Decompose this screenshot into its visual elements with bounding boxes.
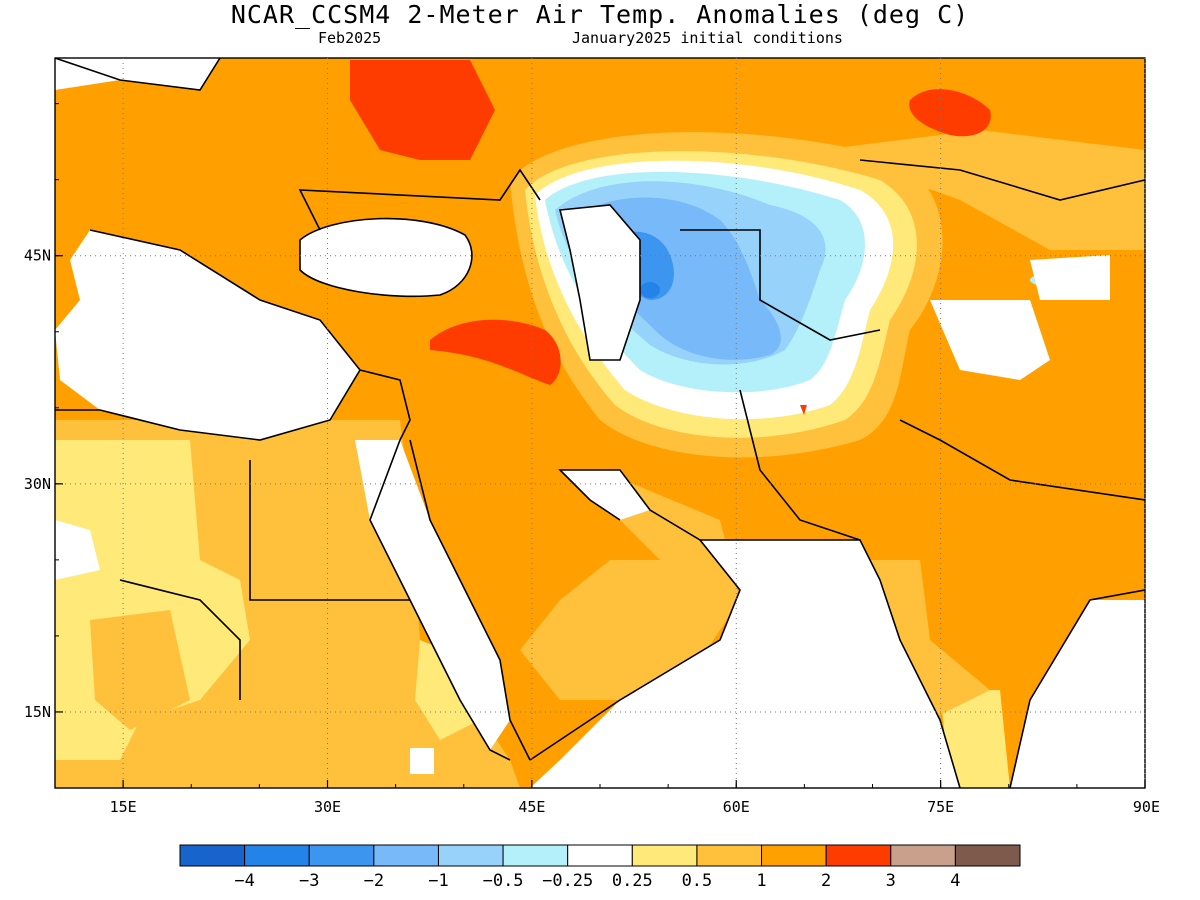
colorbar-label: 1 xyxy=(756,871,766,891)
lon-tick-label: 15E xyxy=(110,798,137,816)
coast-north-africa xyxy=(55,369,411,441)
lon-tick-label: 90E xyxy=(1133,798,1160,816)
border-egypt-sudan xyxy=(249,460,410,601)
colorbar-label: −0.25 xyxy=(542,871,593,891)
coast-red-sea-east xyxy=(409,439,531,761)
colorbar-label: 3 xyxy=(886,871,896,891)
colorbar-label: 2 xyxy=(821,871,831,891)
border-central-asia xyxy=(680,229,881,341)
colorbar-label: −4 xyxy=(234,871,254,891)
axis-ticks: 15E 30E 45E 60E 75E 90E 45N 30N 15N xyxy=(24,103,1160,816)
lon-tick-label: 75E xyxy=(927,798,954,816)
coastlines xyxy=(55,58,1145,788)
coast-red-sea-west xyxy=(369,439,511,761)
anomaly-hotspot-levant xyxy=(430,319,561,385)
colorbar-swatch xyxy=(631,844,698,867)
forecast-month: Feb2025 xyxy=(318,29,382,47)
mask-bay-of-bengal xyxy=(1010,600,1145,788)
colorbar-swatch xyxy=(890,844,956,867)
anomaly-region-africa-light-patch xyxy=(90,610,190,730)
lon-tick-label: 30E xyxy=(314,798,341,816)
coast-baltic xyxy=(55,58,221,91)
anomaly-region-arabia-light xyxy=(520,470,740,700)
lat-tick-label: 15N xyxy=(24,703,51,721)
lon-tick-label: 60E xyxy=(723,798,750,816)
colorbar-label: −1 xyxy=(428,871,448,891)
mask-caspian-sea xyxy=(560,205,640,360)
mask-black-sea xyxy=(300,218,472,297)
anomaly-field xyxy=(55,58,1145,788)
mask-baltic xyxy=(55,58,220,90)
colorbar-label: −2 xyxy=(364,871,384,891)
anomaly-hotspot-russia xyxy=(350,60,495,160)
colorbar-swatch xyxy=(696,844,763,867)
lat-tick-label: 45N xyxy=(24,247,51,265)
coast-arabia xyxy=(529,469,741,761)
colorbar-label: −0.5 xyxy=(483,871,524,891)
anomaly-region-casia-dark-blue xyxy=(640,282,660,298)
colorbar-label: −3 xyxy=(299,871,319,891)
anomaly-hotspot-siberia xyxy=(909,89,991,137)
map-title: NCAR_CCSM4 2-Meter Air Temp. Anomalies (… xyxy=(230,0,970,29)
mask-arabian-sea xyxy=(530,540,960,788)
colorbar-label: 0.25 xyxy=(612,871,653,891)
colorbar: −4 −3 −2 −1 −0.5 −0.25 0.25 0.5 1 2 3 4 xyxy=(179,844,1021,891)
graticule xyxy=(55,58,1146,788)
anomaly-region-india-light xyxy=(860,560,990,720)
colorbar-swatch xyxy=(437,844,504,867)
coast-india-east xyxy=(1009,589,1145,788)
mask-persian-gulf xyxy=(560,470,650,520)
coast-balkans xyxy=(89,229,361,371)
colorbar-swatch xyxy=(954,844,1021,867)
mask-red-sea xyxy=(355,440,510,750)
anomaly-region-india-tip-yellow xyxy=(940,690,1010,788)
anomaly-region-europe xyxy=(55,100,520,200)
mask-lake-victoria xyxy=(410,748,434,774)
coast-india-west xyxy=(700,539,961,788)
coast-black-sea xyxy=(299,217,473,298)
border-himalaya xyxy=(899,419,1145,501)
lon-tick-label: 45E xyxy=(518,798,545,816)
colorbar-label: 4 xyxy=(950,871,960,891)
colorbar-label: 0.5 xyxy=(682,871,713,891)
border-caucasus xyxy=(298,168,541,231)
colorbar-swatch xyxy=(373,844,439,867)
colorbar-swatch xyxy=(502,844,569,867)
border-chad xyxy=(119,579,241,700)
colorbar-swatch xyxy=(244,844,310,867)
anomaly-hotspot-afghanistan xyxy=(800,405,807,415)
mask-africa-west xyxy=(55,520,100,580)
border-iran-pakistan xyxy=(739,389,861,541)
colorbar-swatch xyxy=(308,844,375,867)
coast-caspian-sea xyxy=(558,204,641,361)
lat-tick-label: 30N xyxy=(24,475,51,493)
colorbar-swatch xyxy=(761,844,827,867)
anomaly-region-tibet-neutral xyxy=(930,300,1050,380)
colorbar-swatch xyxy=(825,844,892,867)
colorbar-swatch xyxy=(179,844,246,867)
mask-mediterranean xyxy=(55,230,360,440)
anomaly-region-siberia-light xyxy=(820,130,1145,250)
initial-conditions-label: January2025 initial conditions xyxy=(572,29,843,47)
anomaly-region-tibet-neutral-north xyxy=(1030,255,1110,300)
colorbar-swatch xyxy=(567,844,633,867)
border-russia-kazakhstan xyxy=(859,159,1145,201)
